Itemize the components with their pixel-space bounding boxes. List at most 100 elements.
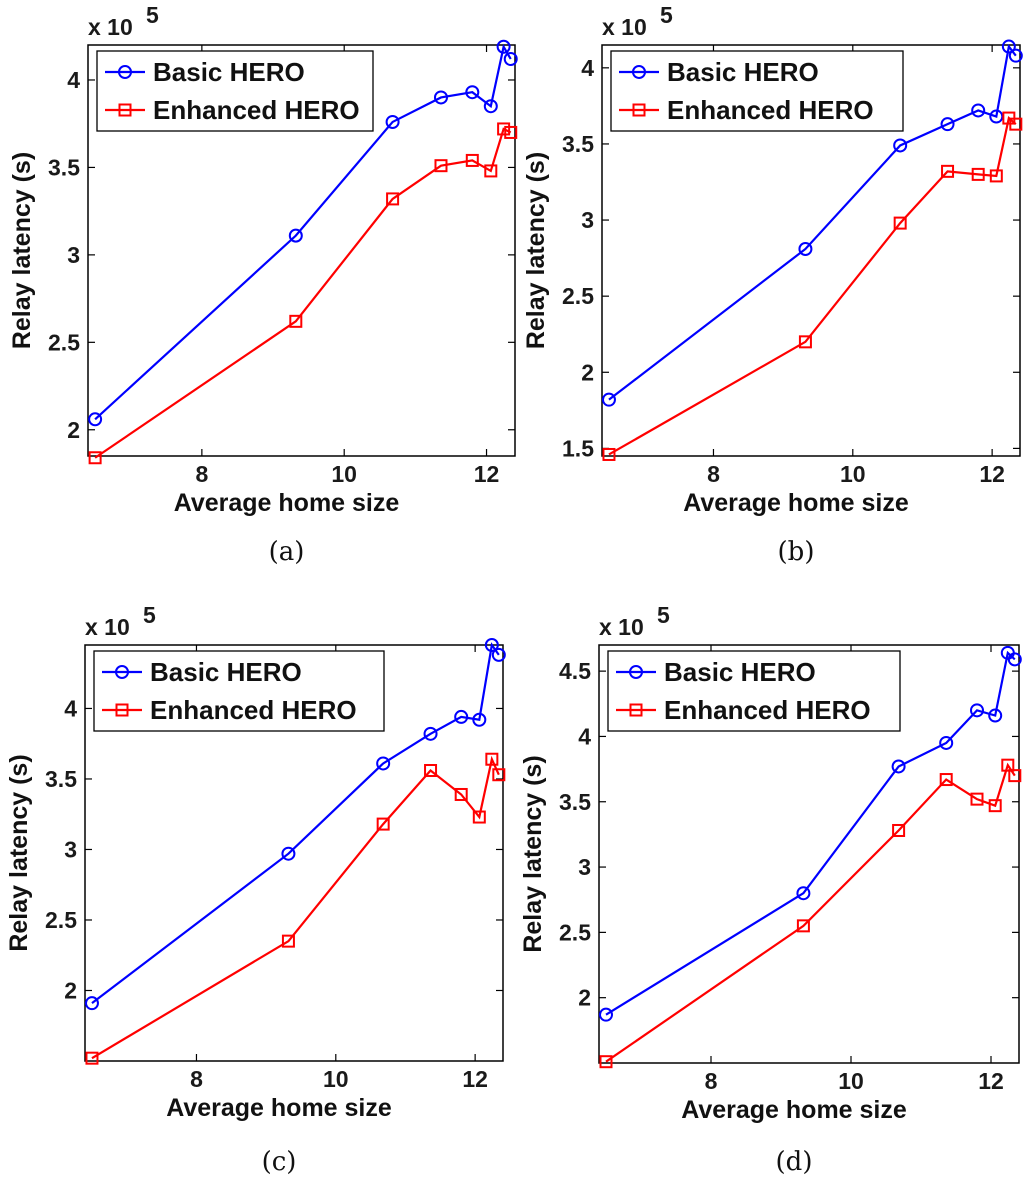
data-point-basic-hero [88, 412, 103, 427]
y-tick-label: 2.5 [48, 329, 80, 355]
legend-label: Enhanced HERO [664, 695, 871, 725]
data-point-enhanced-hero [970, 792, 984, 806]
y-tick-label: 4 [578, 723, 591, 749]
y-tick-label: 2.5 [45, 907, 77, 933]
data-point-basic-hero [891, 759, 906, 774]
data-point-basic-hero [1007, 652, 1022, 667]
data-point-enhanced-hero [989, 169, 1003, 183]
data-point-basic-hero [971, 103, 986, 118]
data-point-enhanced-hero [971, 167, 985, 181]
y-tick-label: 3.5 [45, 766, 77, 792]
legend-box [93, 650, 385, 732]
y-tick-label: 3.5 [559, 789, 591, 815]
data-point-enhanced-hero [798, 335, 812, 349]
data-point-enhanced-hero [434, 159, 448, 173]
x-tick-label: 12 [462, 1066, 488, 1092]
series-line-basic-hero [94, 43, 512, 421]
data-point-basic-hero [939, 735, 954, 750]
data-point-basic-hero [491, 647, 506, 662]
y-multiplier: x 10 [88, 14, 133, 40]
y-tick-label: 4 [64, 695, 77, 721]
y-tick-label: 3 [578, 854, 591, 880]
data-point-basic-hero [1008, 48, 1023, 63]
plot-frame [598, 644, 1020, 1064]
legend-label: Basic HERO [153, 57, 305, 87]
data-point-enhanced-hero [386, 192, 400, 206]
data-point-basic-hero [893, 138, 908, 153]
legend-box [96, 50, 374, 132]
series-line-enhanced-hero [91, 755, 500, 1060]
y-tick-label: 4.5 [559, 658, 591, 684]
legend-marker-circle-icon [115, 665, 129, 679]
data-point-basic-hero [989, 109, 1004, 124]
x-tick-label: 10 [323, 1066, 349, 1092]
legend-marker-circle-icon [632, 65, 646, 79]
data-point-basic-hero [988, 708, 1003, 723]
x-axis-label: Average home size [166, 1094, 392, 1122]
y-tick-label: 2 [64, 977, 77, 1003]
data-point-enhanced-hero [939, 773, 953, 787]
x-tick-label: 8 [707, 461, 720, 487]
x-tick-label: 12 [979, 461, 1005, 487]
data-point-enhanced-hero [892, 823, 906, 837]
legend-marker-square-icon [115, 703, 129, 717]
x-tick-label: 12 [978, 1068, 1004, 1094]
y-tick-label: 3 [64, 836, 77, 862]
data-point-basic-hero [970, 703, 984, 718]
data-point-enhanced-hero [485, 752, 499, 766]
data-point-basic-hero [433, 90, 448, 105]
data-point-basic-hero [496, 39, 511, 54]
legend-label: Enhanced HERO [667, 95, 874, 125]
y-tick-label: 2 [67, 417, 80, 443]
legend-label: Basic HERO [667, 57, 819, 87]
x-tick-label: 8 [705, 1068, 718, 1094]
x-tick-label: 8 [195, 461, 208, 487]
y-tick-label: 2 [578, 985, 591, 1011]
legend-marker-square-icon [118, 103, 132, 117]
data-point-basic-hero [385, 114, 400, 129]
legend-label: Basic HERO [150, 657, 302, 687]
data-point-basic-hero [940, 117, 955, 132]
x-tick-label: 10 [838, 1068, 864, 1094]
data-point-enhanced-hero [1008, 769, 1022, 783]
data-point-enhanced-hero [454, 787, 468, 801]
chart-panel-c: 8 10 12 2 2.5 3 3.5 4 x 10 5 Average home size Rela… [5, 602, 506, 1177]
legend-box [607, 650, 901, 732]
y-tick-label: 3 [581, 207, 594, 233]
y-multiplier: x 10 [85, 614, 130, 640]
y-tick-label: 3.5 [562, 131, 594, 157]
data-point-basic-hero [798, 241, 813, 256]
legend-label: Enhanced HERO [150, 695, 357, 725]
data-point-basic-hero [288, 228, 303, 243]
y-tick-label: 2.5 [559, 919, 591, 945]
data-point-enhanced-hero [1001, 758, 1015, 772]
plot-frame [84, 644, 504, 1062]
data-point-enhanced-hero [492, 768, 506, 782]
data-point-basic-hero [599, 1007, 613, 1022]
x-axis-label: Average home size [683, 489, 909, 517]
plot-frame [87, 44, 516, 457]
data-point-enhanced-hero [281, 934, 295, 948]
panel-caption: (d) [776, 1147, 813, 1177]
legend-marker-square-icon [632, 103, 646, 117]
data-point-enhanced-hero [424, 764, 438, 778]
y-multiplier: x 10 [599, 614, 644, 640]
data-point-enhanced-hero [88, 451, 102, 465]
chart-panel-a: 8 10 12 2 2.5 3 3.5 4 x 10 5 Average home size Rela… [8, 2, 518, 567]
chart-panel-d: 8 10 12 2 2.5 3 3.5 4 4.5 x 10 5 Average home size R… [519, 602, 1022, 1177]
x-axis-label: Average home size [681, 1096, 907, 1124]
series-line-basic-hero [608, 43, 1017, 401]
data-point-basic-hero [601, 392, 616, 407]
data-point-basic-hero [376, 756, 391, 771]
series-line-basic-hero [605, 650, 1016, 1016]
data-point-basic-hero [484, 638, 499, 652]
x-tick-label: 8 [190, 1066, 203, 1092]
y-multiplier-exponent: 5 [660, 2, 673, 28]
data-point-basic-hero [465, 85, 480, 100]
y-multiplier-exponent: 5 [146, 2, 159, 28]
data-point-basic-hero [472, 712, 487, 727]
y-tick-label: 4 [67, 67, 80, 93]
data-point-basic-hero [483, 99, 498, 114]
data-point-enhanced-hero [602, 447, 616, 461]
data-point-enhanced-hero [941, 164, 955, 178]
